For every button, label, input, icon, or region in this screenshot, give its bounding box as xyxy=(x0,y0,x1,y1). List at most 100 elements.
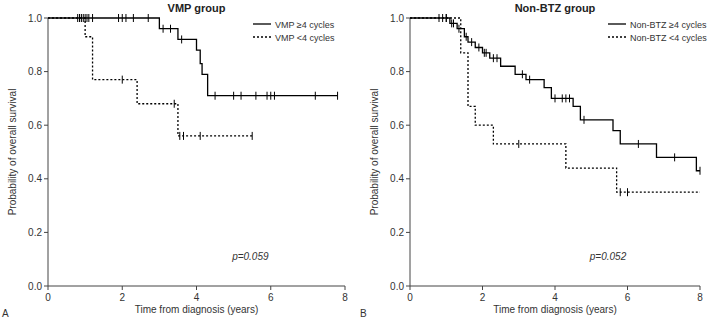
legend: Non-BTZ ≥4 cycles Non-BTZ <4 cycles xyxy=(608,20,707,43)
censor-mark xyxy=(446,14,447,22)
censor-mark xyxy=(484,49,485,57)
censor-mark xyxy=(255,92,256,100)
censor-mark xyxy=(200,132,201,140)
y-tick-label: 0.8 xyxy=(390,66,404,77)
x-tick-label: 8 xyxy=(697,292,703,303)
legend-label: VMP <4 cycles xyxy=(275,33,335,43)
censor-mark xyxy=(270,92,271,100)
x-tick xyxy=(345,286,346,290)
censor-mark xyxy=(493,54,494,62)
x-tick-label: 4 xyxy=(194,292,200,303)
legend-label: Non-BTZ ≥4 cycles xyxy=(630,20,707,30)
x-tick xyxy=(410,286,411,290)
y-axis-label: Probability of overall survival xyxy=(369,89,380,216)
censor-mark xyxy=(179,132,180,140)
censor-mark xyxy=(174,100,175,108)
censor-mark xyxy=(562,94,563,102)
censor-mark xyxy=(337,92,338,100)
page: {"chart_data": [ {"type": "line", "title… xyxy=(0,0,707,320)
censor-mark xyxy=(83,14,84,22)
censor-mark xyxy=(451,19,452,27)
panel-label: B xyxy=(360,308,367,319)
censor-mark xyxy=(181,35,182,43)
censor-mark xyxy=(584,116,585,124)
y-tick-label: 0.4 xyxy=(28,173,42,184)
y-tick xyxy=(406,286,410,287)
legend-line xyxy=(253,23,271,24)
y-tick-label: 1.0 xyxy=(28,13,42,24)
y-tick xyxy=(406,18,410,19)
y-tick-label: 0.2 xyxy=(28,227,42,238)
x-tick-label: 0 xyxy=(45,292,51,303)
x-axis-label: Time from diagnosis (years) xyxy=(135,304,259,315)
y-tick xyxy=(406,178,410,179)
y-tick-label: 1.0 xyxy=(390,13,404,24)
censor-mark xyxy=(466,33,467,41)
censor-mark xyxy=(148,14,149,22)
censor-mark xyxy=(122,14,123,22)
title: Non-BTZ group xyxy=(515,2,596,14)
annotation: p=0.059 xyxy=(231,251,269,262)
censor-mark xyxy=(92,14,93,22)
x-tick xyxy=(627,286,628,290)
censor-mark xyxy=(215,92,216,100)
legend-line xyxy=(608,23,626,24)
annotation: p=0.052 xyxy=(589,251,627,262)
x-tick xyxy=(482,286,483,290)
censor-mark xyxy=(252,132,253,140)
survival-curve xyxy=(48,18,252,136)
survival-curve xyxy=(48,18,338,96)
censor-mark xyxy=(183,132,184,140)
x-tick-label: 2 xyxy=(119,292,125,303)
y-axis xyxy=(410,18,411,286)
x-tick-label: 0 xyxy=(407,292,413,303)
legend-line xyxy=(608,36,626,37)
panel: Non-BTZ group024680.00.20.40.60.81.0Time… xyxy=(360,2,707,319)
censor-mark xyxy=(486,49,487,57)
censor-mark xyxy=(620,188,621,196)
y-tick xyxy=(44,71,48,72)
censor-mark xyxy=(471,38,472,46)
censor-mark xyxy=(170,25,171,33)
legend: VMP ≥4 cyclesVMP <4 cycles xyxy=(253,20,335,43)
censor-mark xyxy=(315,92,316,100)
censor-mark xyxy=(122,76,123,84)
x-tick xyxy=(122,286,123,290)
censor-mark xyxy=(133,14,134,22)
y-tick-label: 0.6 xyxy=(28,120,42,131)
censor-mark xyxy=(446,14,447,22)
x-tick-label: 2 xyxy=(480,292,486,303)
censor-mark xyxy=(555,94,556,102)
censor-mark xyxy=(518,140,519,148)
censor-mark xyxy=(79,14,80,22)
censor-mark xyxy=(522,70,523,78)
y-tick xyxy=(44,18,48,19)
legend-label: Non-BTZ <4 cycles xyxy=(630,33,707,43)
censor-mark xyxy=(453,19,454,27)
x-tick xyxy=(270,286,271,290)
censor-mark xyxy=(163,25,164,33)
y-tick-label: 0.4 xyxy=(390,173,404,184)
y-tick xyxy=(406,232,410,233)
panel-label: A xyxy=(2,308,9,319)
censor-mark xyxy=(569,94,570,102)
panel: VMP group024680.00.20.40.60.81.0Time fro… xyxy=(2,2,348,319)
x-tick-label: 8 xyxy=(342,292,348,303)
x-tick-label: 6 xyxy=(268,292,274,303)
y-tick xyxy=(44,178,48,179)
censor-mark xyxy=(125,14,126,22)
y-tick-label: 0.6 xyxy=(390,120,404,131)
censor-mark xyxy=(497,54,498,62)
censor-mark xyxy=(627,188,628,196)
y-tick xyxy=(44,232,48,233)
x-axis-label: Time from diagnosis (years) xyxy=(493,304,617,315)
censor-mark xyxy=(118,14,119,22)
y-tick xyxy=(44,125,48,126)
x-tick-label: 6 xyxy=(625,292,631,303)
title: VMP group xyxy=(168,2,226,14)
censor-mark xyxy=(565,94,566,102)
censor-mark xyxy=(267,92,268,100)
censor-mark xyxy=(274,92,275,100)
x-tick xyxy=(700,286,701,290)
censor-mark xyxy=(233,92,234,100)
